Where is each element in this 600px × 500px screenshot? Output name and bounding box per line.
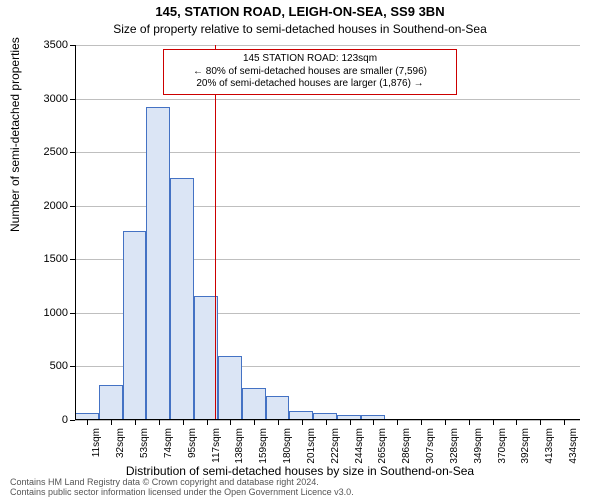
x-tick-label: 32sqm <box>115 428 126 468</box>
x-tick <box>302 420 303 425</box>
x-tick <box>540 420 541 425</box>
y-tick-label: 0 <box>62 414 68 426</box>
y-tick-label: 3000 <box>44 93 68 105</box>
x-tick <box>254 420 255 425</box>
y-tick-label: 500 <box>50 360 68 372</box>
x-tick <box>87 420 88 425</box>
histogram-bar <box>218 356 242 420</box>
x-tick-label: 180sqm <box>282 428 293 468</box>
x-tick <box>350 420 351 425</box>
x-tick <box>183 420 184 425</box>
histogram-bar <box>146 107 170 420</box>
grid-line <box>75 420 580 421</box>
x-tick <box>445 420 446 425</box>
title-main: 145, STATION ROAD, LEIGH-ON-SEA, SS9 3BN <box>0 4 600 19</box>
x-tick-label: 74sqm <box>163 428 174 468</box>
x-tick-label: 286sqm <box>401 428 412 468</box>
grid-line <box>75 99 580 100</box>
chart-area: 145 STATION ROAD: 123sqm ← 80% of semi-d… <box>75 45 580 420</box>
y-axis-line <box>75 45 76 420</box>
x-axis-label: Distribution of semi-detached houses by … <box>0 464 600 478</box>
annotation-line1: 145 STATION ROAD: 123sqm <box>170 53 450 66</box>
x-tick <box>516 420 517 425</box>
footer-line2: Contains public sector information licen… <box>10 488 354 498</box>
x-tick-label: 11sqm <box>91 428 102 468</box>
x-tick-label: 159sqm <box>258 428 269 468</box>
histogram-bar <box>99 385 123 420</box>
plot-region <box>75 45 580 420</box>
x-tick <box>326 420 327 425</box>
x-tick-label: 138sqm <box>234 428 245 468</box>
x-axis-line <box>75 419 580 420</box>
footer: Contains HM Land Registry data © Crown c… <box>10 478 354 498</box>
y-tick-label: 1000 <box>44 307 68 319</box>
x-tick <box>469 420 470 425</box>
x-tick-label: 53sqm <box>139 428 150 468</box>
histogram-bar <box>266 396 290 420</box>
y-axis-label: Number of semi-detached properties <box>8 37 22 232</box>
x-tick <box>564 420 565 425</box>
y-tick-label: 3500 <box>44 39 68 51</box>
annotation-box: 145 STATION ROAD: 123sqm ← 80% of semi-d… <box>163 49 457 95</box>
x-tick <box>493 420 494 425</box>
x-tick-label: 265sqm <box>377 428 388 468</box>
histogram-bar <box>170 178 194 420</box>
y-tick <box>70 420 75 421</box>
chart-container: 145, STATION ROAD, LEIGH-ON-SEA, SS9 3BN… <box>0 0 600 500</box>
x-tick-label: 434sqm <box>568 428 579 468</box>
histogram-bar <box>123 231 147 420</box>
y-tick-label: 2000 <box>44 200 68 212</box>
y-tick-label: 2500 <box>44 146 68 158</box>
annotation-line3: 20% of semi-detached houses are larger (… <box>170 78 450 91</box>
x-tick-label: 349sqm <box>473 428 484 468</box>
annotation-line2: ← 80% of semi-detached houses are smalle… <box>170 66 450 79</box>
x-tick-label: 244sqm <box>354 428 365 468</box>
x-tick-label: 95sqm <box>187 428 198 468</box>
x-tick-label: 201sqm <box>306 428 317 468</box>
x-tick-label: 307sqm <box>425 428 436 468</box>
x-tick <box>373 420 374 425</box>
x-tick <box>207 420 208 425</box>
x-tick-label: 222sqm <box>330 428 341 468</box>
grid-line <box>75 45 580 46</box>
x-tick-label: 117sqm <box>211 428 222 468</box>
x-tick <box>421 420 422 425</box>
x-tick-label: 413sqm <box>544 428 555 468</box>
x-tick <box>111 420 112 425</box>
x-tick-label: 392sqm <box>520 428 531 468</box>
title-sub: Size of property relative to semi-detach… <box>0 22 600 36</box>
x-tick <box>159 420 160 425</box>
x-tick <box>397 420 398 425</box>
x-tick <box>230 420 231 425</box>
x-tick-label: 328sqm <box>449 428 460 468</box>
x-tick-label: 370sqm <box>497 428 508 468</box>
property-marker-line <box>215 45 216 420</box>
histogram-bar <box>242 388 266 420</box>
y-tick-label: 1500 <box>44 253 68 265</box>
x-tick <box>135 420 136 425</box>
x-tick <box>278 420 279 425</box>
